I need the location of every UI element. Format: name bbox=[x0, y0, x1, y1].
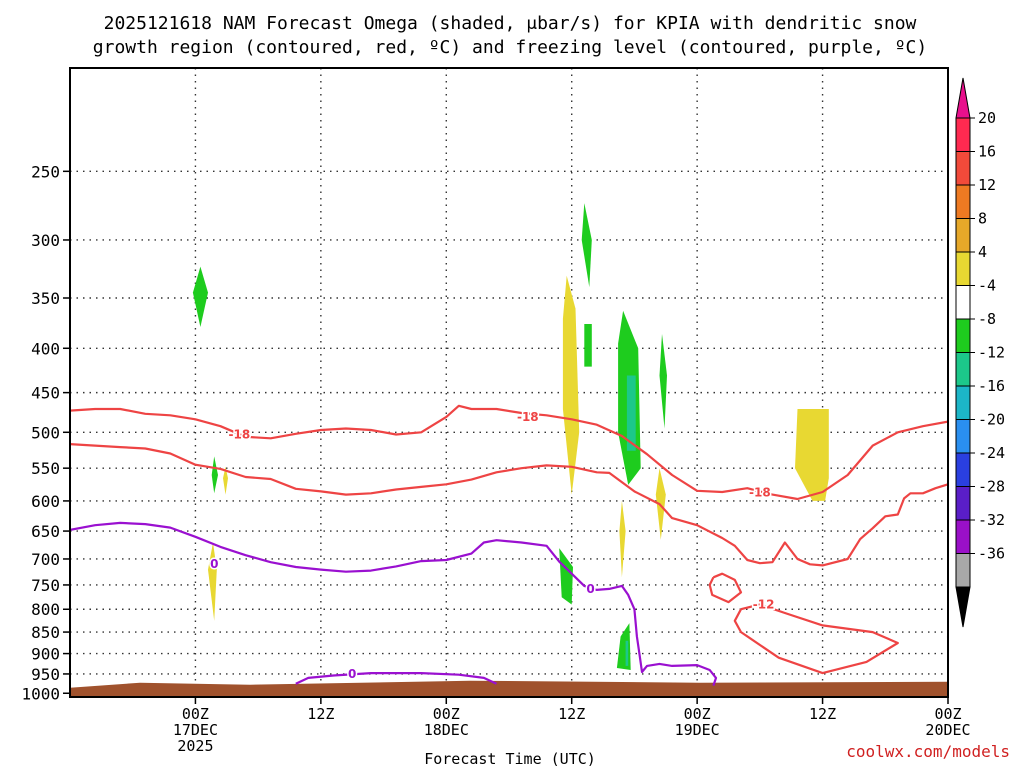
colorbar-tick-label: -20 bbox=[978, 411, 1005, 429]
freezing-contour-label: 0 bbox=[210, 557, 218, 571]
x-axis-label: Forecast Time (UTC) bbox=[424, 750, 596, 768]
omega-shaded-area bbox=[659, 333, 667, 429]
temperature-contour-label: -18 bbox=[517, 410, 539, 424]
colorbar-swatch bbox=[955, 117, 971, 152]
temperature-contour bbox=[733, 603, 899, 675]
y-tick-label: 250 bbox=[31, 162, 60, 181]
omega-shaded-area bbox=[223, 466, 228, 495]
temperature-contour bbox=[708, 572, 743, 604]
temperature-contour-label: -18 bbox=[749, 486, 771, 500]
colorbar-over-triangle bbox=[955, 77, 971, 119]
x-tick-label: 17DEC bbox=[173, 721, 218, 739]
colorbar-tick-label: 20 bbox=[978, 109, 996, 127]
colorbar-swatch bbox=[955, 452, 971, 487]
colorbar-tick-label: -24 bbox=[978, 444, 1005, 462]
axes: 250 300 350 400 450 500 550 600 650 700 750 800 850 9… bbox=[21, 67, 971, 755]
plot-frame bbox=[69, 67, 949, 698]
colorbar-under-triangle bbox=[955, 586, 971, 628]
credit-text: coolwx.com/models bbox=[846, 742, 1010, 761]
omega-shaded-area bbox=[1006, 621, 1011, 645]
colorbar-swatch bbox=[955, 352, 971, 387]
colorbar-tick-label: 16 bbox=[978, 143, 996, 161]
temperature-contour bbox=[70, 443, 948, 567]
x-tick-label: 19DEC bbox=[675, 721, 720, 739]
colorbar: 20 16 12 8 4 -4 -8 -12 -16 -20 -24 -28 -32 -36 bbox=[955, 77, 1005, 628]
freezing-level-contour bbox=[70, 521, 718, 686]
colorbar-tick-label: -8 bbox=[978, 310, 996, 328]
colorbar-tick-label: 4 bbox=[978, 243, 987, 261]
colorbar-swatch bbox=[955, 553, 971, 588]
omega-shaded-area bbox=[192, 266, 208, 327]
omega-shaded-area bbox=[795, 409, 829, 501]
plot-background bbox=[70, 68, 948, 697]
colorbar-swatch bbox=[955, 251, 971, 286]
omega-shaded-area bbox=[584, 324, 592, 367]
colorbar-tick-label: -4 bbox=[978, 277, 996, 295]
x-tick-label: 20DEC bbox=[925, 721, 970, 739]
y-tick-label: 800 bbox=[31, 600, 60, 619]
colorbar-swatch bbox=[955, 151, 971, 186]
y-tick-label: 950 bbox=[31, 665, 60, 684]
y-tick-label: 400 bbox=[31, 339, 60, 358]
y-tick-label: 350 bbox=[31, 289, 60, 308]
colorbar-swatch bbox=[955, 218, 971, 253]
freezing-contour-label: 0 bbox=[348, 667, 356, 681]
colorbar-swatch bbox=[955, 318, 971, 353]
temperature-contour-label: -12 bbox=[753, 598, 775, 612]
colorbar-tick-label: 12 bbox=[978, 176, 996, 194]
colorbar-swatch bbox=[955, 519, 971, 554]
y-tick-label: 300 bbox=[31, 231, 60, 250]
colorbar-swatch bbox=[955, 419, 971, 454]
omega-shaded-area bbox=[562, 275, 580, 495]
plot-area: -18 -18 -18 -12 0 0 0 bbox=[70, 68, 1011, 697]
colorbar-tick-label: -12 bbox=[978, 344, 1005, 362]
ground-terrain bbox=[70, 680, 948, 697]
colorbar-tick-label: -28 bbox=[978, 478, 1005, 496]
colorbar-swatch bbox=[955, 486, 971, 521]
omega-shaded-area bbox=[211, 456, 218, 494]
x-tick-label: 00Z bbox=[433, 705, 460, 723]
colorbar-swatch bbox=[955, 285, 971, 320]
plot-content: -18 -18 -18 -12 0 0 0 bbox=[70, 68, 1011, 697]
chart-title-line2: growth region (contoured, red, ºC) and f… bbox=[93, 37, 927, 58]
colorbar-tick-label: 8 bbox=[978, 210, 987, 228]
y-tick-label: 450 bbox=[31, 384, 60, 403]
omega-shaded-area bbox=[619, 500, 626, 578]
x-tick-label: 00Z bbox=[182, 705, 209, 723]
y-tick-label: 700 bbox=[31, 550, 60, 569]
y-tick-label: 750 bbox=[31, 576, 60, 595]
temperature-contour bbox=[70, 404, 948, 501]
y-tick-label: 900 bbox=[31, 645, 60, 664]
chart-title-line1: 2025121618 NAM Forecast Omega (shaded, μ… bbox=[104, 13, 917, 34]
colorbar-tick-label: -36 bbox=[978, 545, 1005, 563]
y-tick-label: 850 bbox=[31, 623, 60, 642]
x-tick-label: 00Z bbox=[934, 705, 961, 723]
y-tick-label: 600 bbox=[31, 492, 60, 511]
x-tick-label: 12Z bbox=[307, 705, 334, 723]
x-tick-label: 12Z bbox=[558, 705, 585, 723]
omega-shaded-area bbox=[625, 640, 629, 666]
y-tick-label: 550 bbox=[31, 459, 60, 478]
y-tick-label: 1000 bbox=[21, 684, 60, 703]
x-tick-label: 00Z bbox=[684, 705, 711, 723]
x-tick-label: 2025 bbox=[177, 737, 213, 755]
x-tick-label: 12Z bbox=[809, 705, 836, 723]
freezing-level-contour bbox=[947, 631, 948, 633]
x-tick-label: 18DEC bbox=[424, 721, 469, 739]
colorbar-swatch bbox=[955, 385, 971, 420]
y-tick-label: 500 bbox=[31, 423, 60, 442]
freezing-contour-label: 0 bbox=[586, 582, 594, 596]
omega-shaded-area bbox=[581, 203, 592, 288]
y-tick-label: 650 bbox=[31, 522, 60, 541]
omega-shaded-area bbox=[626, 375, 636, 451]
freezing-level-contour bbox=[295, 672, 497, 685]
colorbar-tick-label: -32 bbox=[978, 511, 1005, 529]
omega-shaded-area bbox=[559, 548, 573, 605]
colorbar-swatch bbox=[955, 184, 971, 219]
freezing-level-contour bbox=[946, 636, 948, 649]
colorbar-tick-label: -16 bbox=[978, 377, 1005, 395]
temperature-contour-label: -18 bbox=[228, 428, 250, 442]
omega-shaded-area bbox=[208, 542, 217, 621]
